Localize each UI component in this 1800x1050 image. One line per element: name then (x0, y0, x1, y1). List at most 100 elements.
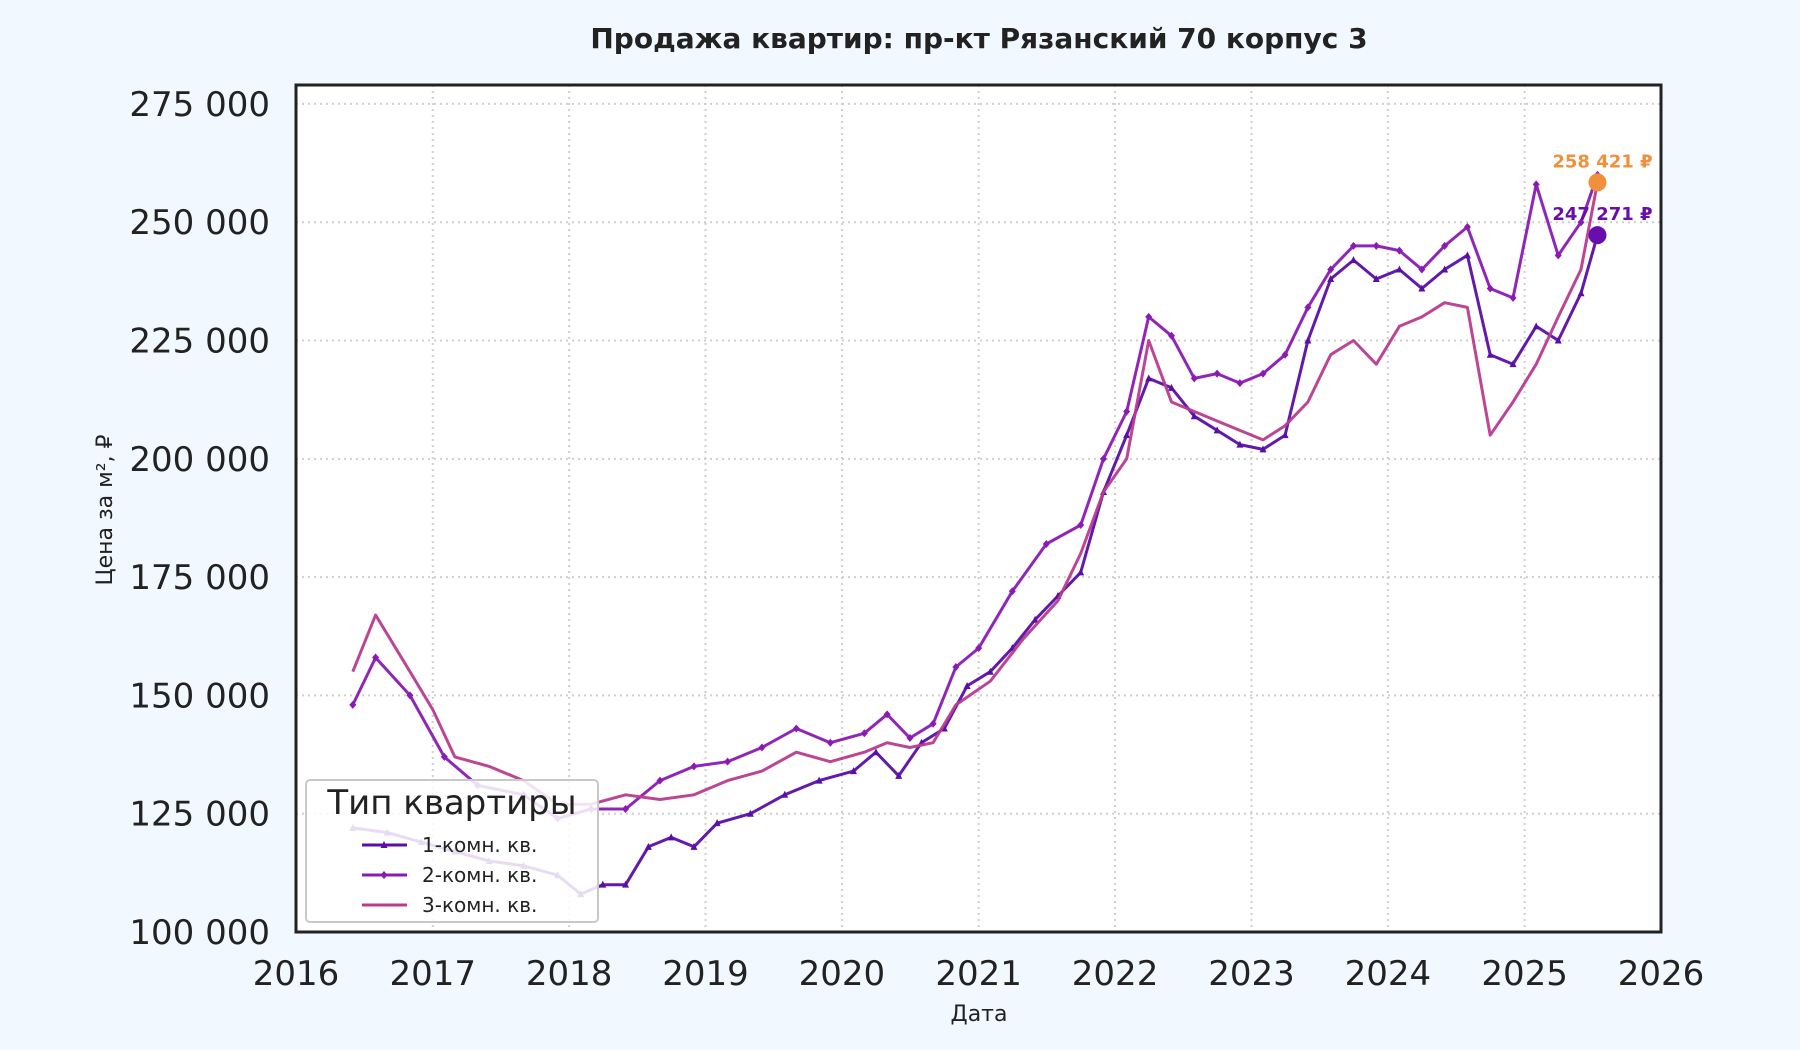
data-point-marker (1213, 426, 1221, 434)
x-tick-label: 2017 (389, 954, 476, 994)
data-point-marker (1532, 322, 1540, 330)
data-point-marker (406, 691, 414, 700)
data-point-marker (1190, 412, 1198, 420)
legend-box (305, 779, 599, 923)
data-point-marker (1532, 180, 1540, 189)
data-point-marker (1304, 336, 1312, 344)
x-tick-label: 2024 (1345, 954, 1432, 994)
data-point-marker (850, 767, 858, 775)
end-point-marker (1588, 173, 1607, 192)
data-point-marker (1281, 431, 1289, 439)
data-point-marker (860, 729, 868, 738)
data-point-marker (986, 667, 994, 675)
end-point-marker (1588, 226, 1607, 245)
x-tick-label: 2019 (662, 954, 749, 994)
x-tick-label: 2025 (1481, 954, 1568, 994)
legend: Тип квартиры 1-комн. кв. 2-комн. кв. 3-ком… (305, 779, 599, 923)
data-point-marker (1395, 265, 1403, 273)
data-point-marker (1395, 246, 1403, 255)
data-point-marker (1463, 251, 1471, 259)
x-tick-label: 2022 (1072, 954, 1159, 994)
data-point-marker (746, 809, 754, 817)
data-point-marker (656, 776, 664, 785)
data-point-marker (781, 790, 789, 798)
data-point-marker (895, 771, 903, 779)
y-tick-label: 200 000 (129, 440, 270, 480)
data-point-marker (1259, 369, 1267, 378)
data-point-marker (792, 724, 800, 733)
series-2 (349, 170, 1601, 823)
legend-item-label: 1-комн. кв. (422, 833, 537, 857)
data-point-marker (380, 841, 388, 848)
data-point-marker (975, 644, 983, 653)
data-point-marker (1418, 265, 1426, 274)
x-tick-label: 2021 (935, 954, 1022, 994)
data-point-marker (1031, 615, 1039, 623)
data-point-marker (1281, 350, 1289, 359)
data-point-marker (952, 663, 960, 672)
y-tick-label: 150 000 (129, 676, 270, 716)
data-point-marker (1077, 568, 1085, 576)
data-point-marker (872, 748, 880, 756)
data-point-marker (1509, 360, 1517, 368)
y-tick-label: 275 000 (129, 85, 270, 125)
data-point-marker (1509, 293, 1517, 302)
y-axis-label: Цена за м², ₽ (93, 434, 118, 585)
x-tick-label: 2018 (526, 954, 613, 994)
data-point-marker (1008, 587, 1016, 596)
data-point-marker (1463, 222, 1471, 231)
data-point-marker (1042, 539, 1050, 548)
data-point-marker (440, 752, 448, 761)
plot-frame (294, 83, 1663, 934)
legend-item-label: 2-комн. кв. (422, 863, 537, 887)
data-point-marker (883, 710, 891, 719)
data-point-marker (929, 719, 937, 728)
x-axis-ticks: 2016 2017 2018 2019 2020 2021 2022 2023 2024 2025… (253, 954, 1705, 994)
data-point-marker (1349, 241, 1357, 250)
data-point-marker (1418, 284, 1426, 292)
x-tick-label: 2020 (799, 954, 886, 994)
data-point-marker (1554, 336, 1562, 344)
data-point-marker (1167, 331, 1175, 340)
data-point-marker (1259, 445, 1267, 453)
y-tick-label: 250 000 (129, 203, 270, 243)
x-tick-label: 2023 (1208, 954, 1295, 994)
data-point-marker (372, 653, 380, 662)
data-point-marker (1304, 303, 1312, 312)
data-point-marker (1372, 275, 1380, 283)
data-point-marker (906, 733, 914, 742)
data-point-marker (826, 738, 834, 747)
data-point-marker (1099, 454, 1107, 463)
data-point-marker (1123, 407, 1131, 416)
end-value-label: 258 421 ₽ (1552, 151, 1652, 172)
legend-items: 1-комн. кв. 2-комн. кв. 3-комн. кв. (362, 833, 537, 917)
data-point-marker (1236, 440, 1244, 448)
data-point-marker (622, 804, 630, 813)
legend-item-label: 3-комн. кв. (422, 893, 537, 917)
data-point-marker (1190, 374, 1198, 383)
data-point-marker (1327, 275, 1335, 283)
y-tick-label: 225 000 (129, 322, 270, 362)
data-point-marker (690, 762, 698, 771)
x-tick-label: 2016 (253, 954, 340, 994)
data-point-marker (349, 700, 357, 709)
data-point-marker (758, 743, 766, 752)
data-point-marker (1441, 241, 1449, 250)
y-tick-label: 125 000 (129, 795, 270, 835)
data-point-marker (1486, 284, 1494, 293)
data-point-marker (1441, 265, 1449, 273)
data-point-marker (1577, 289, 1585, 297)
data-point-marker (1327, 265, 1335, 274)
data-point-marker (815, 776, 823, 784)
end-value-label: 247 271 ₽ (1552, 204, 1652, 225)
data-point-marker (1554, 251, 1562, 260)
data-point-marker (1167, 383, 1175, 391)
end-markers: 247 271 ₽ 258 421 ₽ (1552, 151, 1653, 245)
data-point-marker (1372, 241, 1380, 250)
y-tick-label: 100 000 (129, 913, 270, 953)
data-point-marker (380, 871, 388, 879)
data-point-marker (1145, 374, 1153, 382)
data-point-marker (1123, 431, 1131, 439)
data-point-marker (1236, 379, 1244, 388)
